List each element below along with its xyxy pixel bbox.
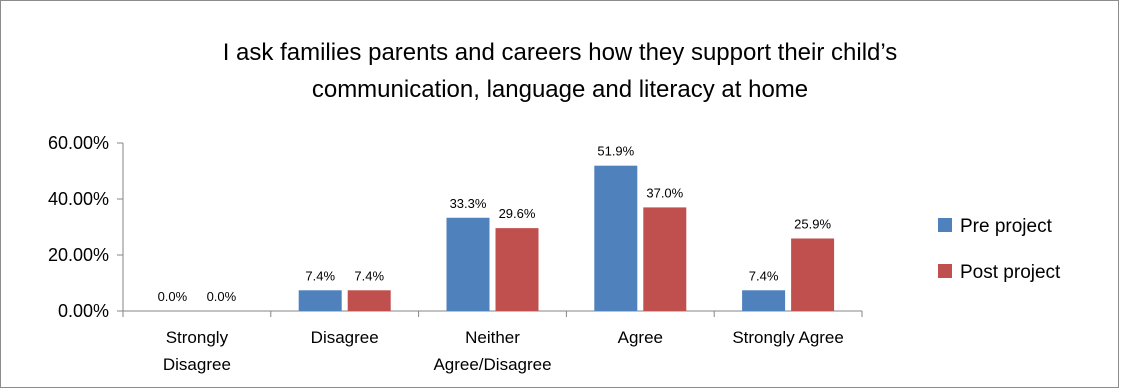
bar-pre-project: [446, 217, 490, 311]
category-label: Strongly: [166, 328, 229, 347]
y-tick-label: 20.00%: [48, 245, 109, 265]
x-axis-labels: Strongly Disagree Disagree Neither Agree/Dis…: [163, 328, 844, 374]
bar-post-project: [643, 207, 687, 311]
category-label: Disagree: [311, 328, 379, 347]
data-label: 0.0%: [207, 289, 237, 304]
category-label: Neither: [465, 328, 520, 347]
data-label: 7.4%: [305, 268, 335, 283]
y-tick-label: 60.00%: [48, 133, 109, 153]
chart-title-line: communication, language and literacy at …: [312, 76, 808, 103]
y-tick-label: 40.00%: [48, 189, 109, 209]
bar-post-project: [791, 238, 835, 311]
data-label: 37.0%: [646, 185, 683, 200]
legend-swatch: [938, 264, 952, 278]
data-label: 7.4%: [749, 268, 779, 283]
bar-pre-project: [298, 290, 342, 311]
bar-pre-project: [742, 290, 786, 311]
chart-title: I ask families parents and careers how t…: [223, 39, 898, 103]
data-label: 0.0%: [158, 289, 188, 304]
y-axis: 0.00% 20.00% 40.00% 60.00%: [48, 133, 862, 321]
category-label: Agree: [618, 328, 663, 347]
bar-post-project: [495, 228, 539, 311]
legend: Pre project Post project: [938, 216, 1061, 283]
data-label: 7.4%: [354, 268, 384, 283]
category-label: Disagree: [163, 355, 231, 374]
legend-label: Pre project: [960, 216, 1053, 237]
y-tick-label: 0.00%: [58, 301, 109, 321]
legend-swatch: [938, 218, 952, 232]
category-label: Agree/Disagree: [433, 355, 551, 374]
legend-label: Post project: [960, 262, 1061, 283]
data-label: 51.9%: [597, 144, 634, 159]
data-label: 29.6%: [499, 206, 536, 221]
bar-pre-project: [594, 165, 638, 311]
data-label: 25.9%: [794, 216, 831, 231]
bars: [122, 165, 863, 317]
data-labels: 0.0% 0.0% 7.4% 7.4% 33.3% 29.6% 51.9% 37.0% 7.4%…: [158, 144, 832, 304]
bar-post-project: [347, 290, 391, 311]
category-label: Strongly Agree: [732, 328, 844, 347]
chart-title-line: I ask families parents and careers how t…: [223, 39, 898, 66]
data-label: 33.3%: [450, 196, 487, 211]
